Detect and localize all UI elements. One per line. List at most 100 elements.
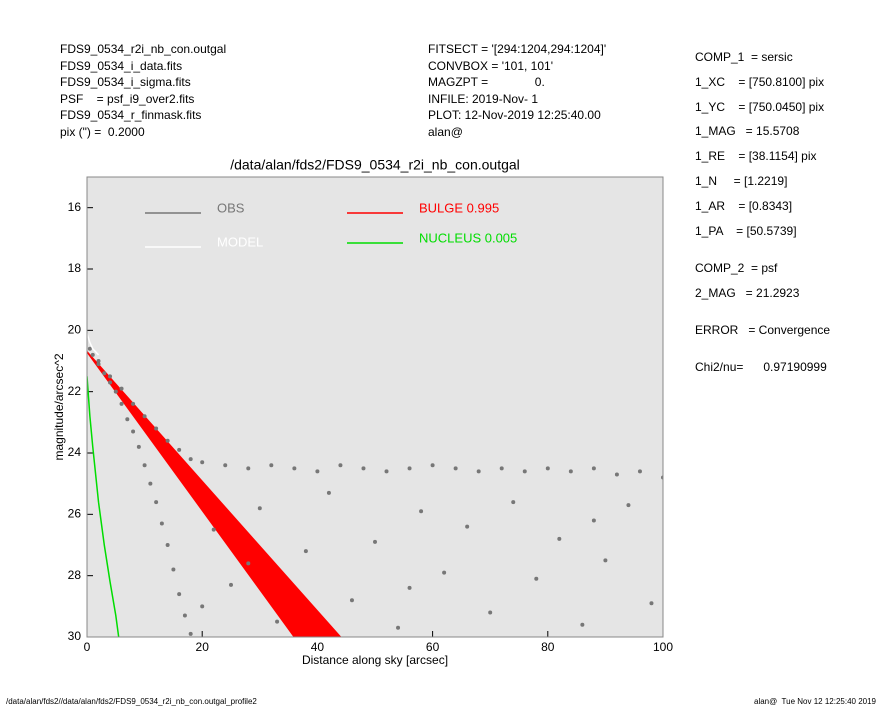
footer-left: /data/alan/fds2//data/alan/fds2/FDS9_053… (6, 697, 257, 706)
obs-point (136, 444, 141, 449)
obs-point (349, 598, 354, 603)
header-middle-line: CONVBOX = '101, 101' (428, 58, 553, 73)
obs-point (142, 463, 147, 468)
obs-point (545, 466, 550, 471)
obs-point (614, 472, 619, 477)
obs-point (303, 549, 308, 554)
obs-point (131, 429, 136, 434)
obs-point (626, 503, 631, 508)
obs-point (119, 401, 124, 406)
obs-point (108, 380, 113, 385)
header-middle-line: alan@ (428, 124, 463, 139)
obs-point (488, 610, 493, 615)
obs-point (182, 613, 187, 618)
header-middle-line: MAGZPT = 0. (428, 75, 545, 89)
obs-point (269, 463, 274, 468)
obs-point (361, 466, 366, 471)
obs-point (275, 619, 280, 624)
x-tick-label: 0 (84, 640, 91, 654)
x-tick-label: 20 (196, 640, 210, 654)
header-middle-line: PLOT: 12-Nov-2019 12:25:40.00 (428, 108, 601, 122)
obs-point (177, 592, 182, 597)
obs-point (637, 469, 642, 474)
fit-param: 1_PA = [50.5739] (695, 223, 797, 238)
obs-point (442, 570, 447, 575)
obs-point (246, 561, 251, 566)
obs-point (119, 386, 124, 391)
obs-point (200, 604, 205, 609)
obs-point (649, 601, 654, 606)
obs-point (557, 536, 562, 541)
y-tick-label: 28 (68, 568, 82, 582)
obs-point (338, 463, 343, 468)
obs-point (154, 426, 159, 431)
y-axis-label: magnitude/arcsec^2 (52, 353, 66, 460)
legend-label: BULGE 0.995 (419, 200, 499, 215)
header-left-line: FDS9_0534_r_finmask.fits (60, 108, 202, 122)
obs-point (373, 539, 377, 544)
legend-label: OBS (217, 200, 245, 215)
obs-point (591, 518, 596, 523)
obs-point (142, 414, 147, 419)
y-tick-label: 20 (68, 323, 82, 337)
fit-param: Chi2/nu= 0.97190999 (695, 360, 827, 375)
obs-point (326, 490, 331, 495)
obs-point (407, 466, 412, 471)
obs-point (465, 524, 470, 529)
chart-title: /data/alan/fds2/FDS9_0534_r2i_nb_con.out… (230, 157, 520, 173)
obs-point (113, 389, 118, 394)
obs-point (90, 352, 95, 357)
fit-param: 1_N = [1.2219] (695, 174, 788, 188)
x-tick-label: 80 (541, 640, 555, 654)
x-tick-label: 40 (311, 640, 325, 654)
legend-label: MODEL (217, 234, 263, 249)
y-tick-label: 22 (68, 384, 82, 398)
obs-point (211, 527, 216, 532)
obs-point (165, 438, 170, 443)
obs-point (568, 469, 573, 474)
obs-point (257, 506, 262, 511)
model-line (87, 376, 120, 637)
obs-point (430, 463, 435, 468)
y-tick-label: 30 (68, 629, 82, 643)
x-tick-label: 60 (426, 640, 440, 654)
obs-point (171, 567, 176, 572)
obs-point (159, 521, 164, 526)
y-tick-label: 18 (68, 261, 82, 275)
obs-point (419, 509, 424, 514)
obs-point (315, 469, 320, 474)
obs-point (603, 558, 608, 563)
plot-frame (86, 176, 664, 638)
obs-point (591, 466, 596, 471)
fit-param: 1_XC = [750.8100] pix (695, 74, 825, 89)
obs-point (407, 585, 412, 590)
obs-point (384, 469, 389, 474)
y-tick-label: 26 (68, 507, 82, 521)
obs-point (131, 401, 136, 406)
plot-area (87, 333, 663, 637)
obs-point (246, 466, 251, 471)
obs-point (223, 463, 228, 468)
x-tick-label: 100 (653, 640, 673, 654)
y-tick-label: 16 (68, 200, 82, 214)
header-left-line: pix (") = 0.2000 (60, 124, 145, 139)
fit-param: 1_MAG = 15.5708 (695, 124, 800, 139)
obs-point (229, 582, 233, 587)
model-band (87, 351, 342, 637)
obs-point (154, 500, 159, 505)
header-left-line: FDS9_0534_r2i_nb_con.outgal (60, 42, 227, 56)
obs-point (453, 466, 458, 471)
fit-param: COMP_2 = psf (695, 260, 778, 275)
fit-param: ERROR = Convergence (695, 323, 831, 337)
obs-point (125, 417, 130, 422)
obs-point (200, 460, 205, 465)
fit-param: COMP_1 = sersic (695, 50, 793, 64)
obs-point (534, 576, 539, 581)
fit-param: 1_YC = [750.0450] pix (695, 99, 825, 114)
model-line (87, 333, 100, 356)
header-left-line: PSF = psf_i9_over2.fits (60, 91, 195, 106)
obs-point (522, 469, 527, 474)
plot-background (87, 177, 663, 637)
